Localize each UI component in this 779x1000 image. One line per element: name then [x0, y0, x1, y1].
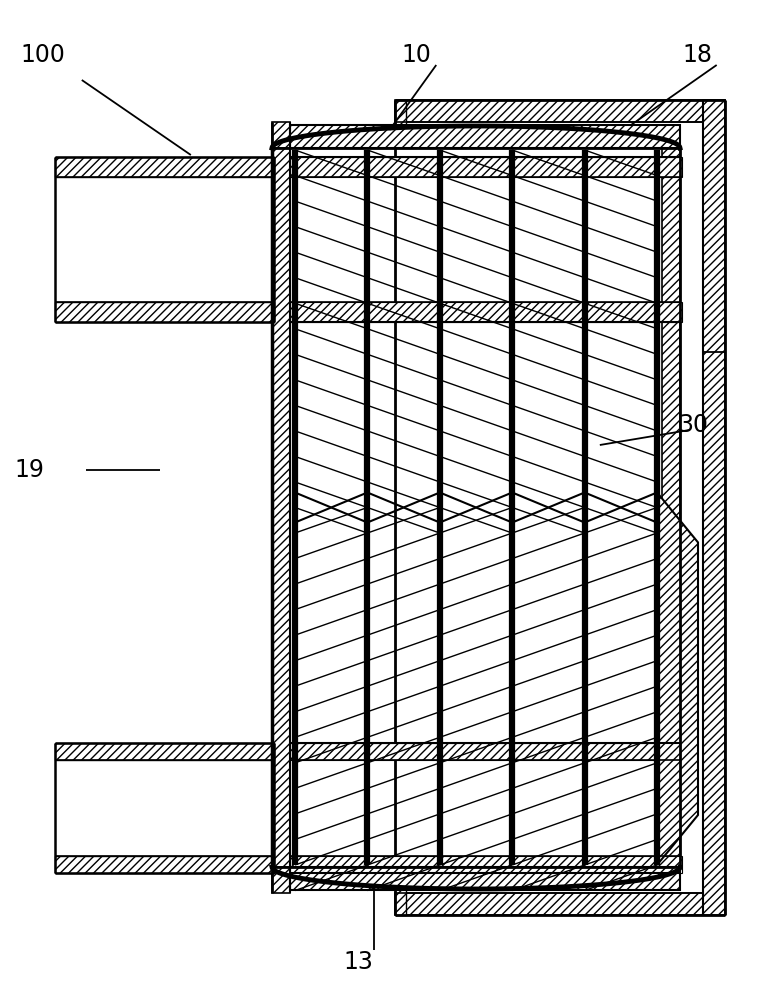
Bar [290, 856, 682, 873]
Bar [272, 148, 290, 867]
Bar [290, 743, 682, 760]
Text: 30: 30 [679, 413, 708, 437]
Text: 18: 18 [682, 43, 712, 67]
Bar [55, 856, 274, 873]
Bar [290, 125, 680, 148]
Bar [406, 122, 703, 893]
Bar [272, 122, 290, 893]
Bar [55, 760, 274, 856]
Bar [290, 302, 682, 322]
Bar [290, 148, 662, 867]
Bar [662, 148, 680, 867]
Bar [55, 743, 274, 760]
Bar [395, 100, 725, 122]
Polygon shape [657, 492, 698, 865]
Bar [55, 302, 274, 322]
Bar [290, 157, 682, 177]
Bar [55, 157, 274, 177]
Text: 13: 13 [344, 950, 373, 974]
Bar [290, 177, 682, 302]
Bar [703, 100, 725, 915]
Text: 10: 10 [402, 43, 432, 67]
Bar [395, 100, 406, 915]
Text: 100: 100 [20, 43, 65, 67]
Bar [290, 867, 680, 890]
Bar [55, 177, 274, 302]
Bar [395, 893, 725, 915]
Text: 19: 19 [15, 458, 44, 482]
Bar [290, 760, 682, 856]
